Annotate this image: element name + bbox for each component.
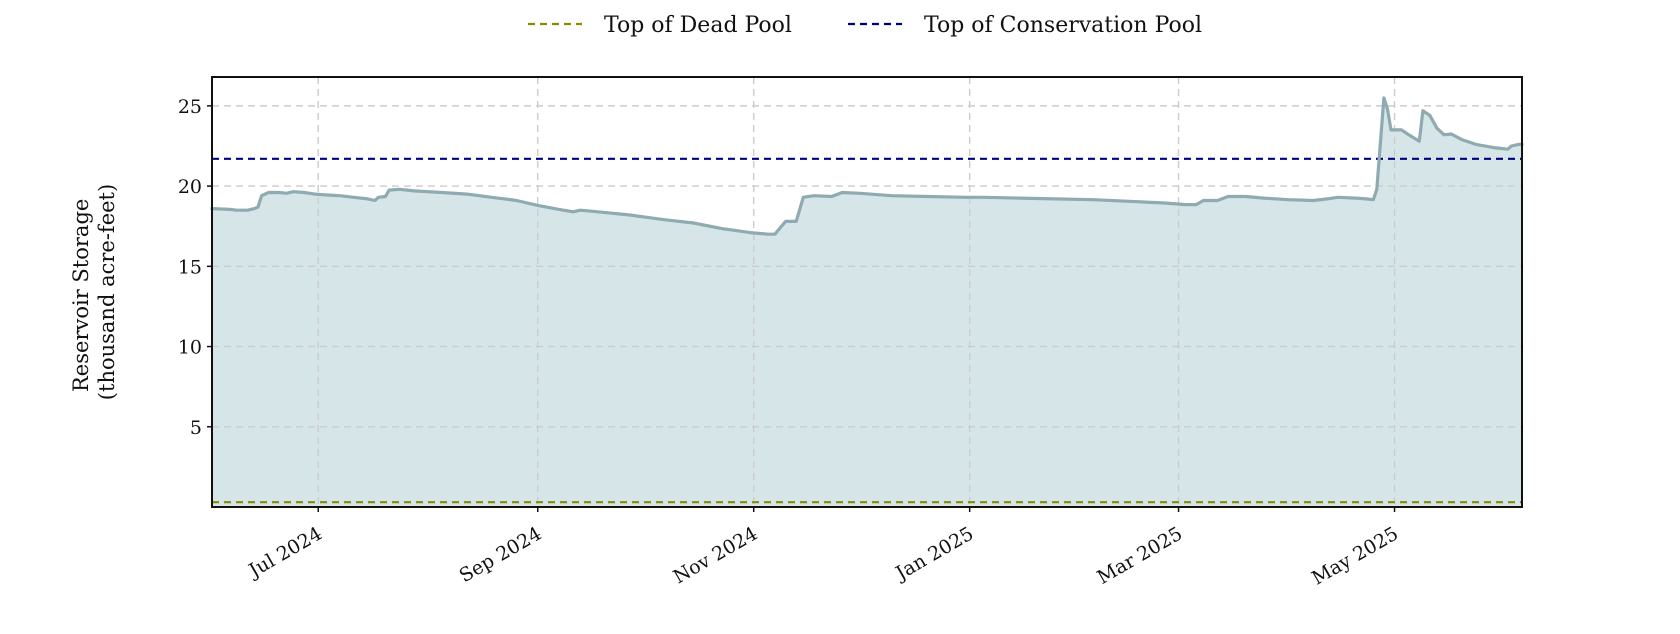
series-line-layer: [210, 96, 1524, 236]
x-tick-label: Sep 2024: [456, 523, 546, 587]
y-axis-ticks: 5 10 15 20 25: [178, 96, 212, 439]
grid-lines: [212, 77, 1522, 507]
x-tick-label: Nov 2024: [670, 523, 762, 589]
y-tick-label: 25: [178, 96, 202, 118]
y-tick-label: 10: [178, 337, 202, 359]
series-area-fill-0: [212, 97, 1522, 508]
x-tick-label: Jul 2024: [244, 523, 326, 583]
legend-label-dead-pool: Top of Dead Pool: [604, 13, 792, 38]
y-axis-title: Reservoir Storage (thousand acre-feet): [69, 184, 119, 400]
plot-area: [210, 76, 1524, 508]
y-tick-label: 15: [178, 256, 202, 278]
y-axis-title-line-1: Reservoir Storage: [69, 199, 93, 392]
series-line-0: [210, 96, 1524, 236]
x-tick-label: Mar 2025: [1094, 523, 1187, 589]
x-tick-label: May 2025: [1308, 523, 1402, 590]
legend: Top of Dead Pool Top of Conservation Poo…: [528, 13, 1202, 38]
y-axis-title-line-2: (thousand acre-feet): [95, 184, 119, 400]
y-tick-label: 5: [190, 417, 202, 439]
plot-frame: [211, 76, 1523, 508]
area-layer: [212, 97, 1522, 508]
reference-lines: [212, 157, 1522, 504]
x-axis-ticks: Jul 2024 Sep 2024 Nov 2024 Jan 2025 Mar 2025…: [244, 507, 1402, 590]
y-tick-label: 20: [178, 176, 202, 198]
x-tick-label: Jan 2025: [890, 523, 977, 586]
legend-label-conservation-pool: Top of Conservation Pool: [924, 13, 1202, 38]
